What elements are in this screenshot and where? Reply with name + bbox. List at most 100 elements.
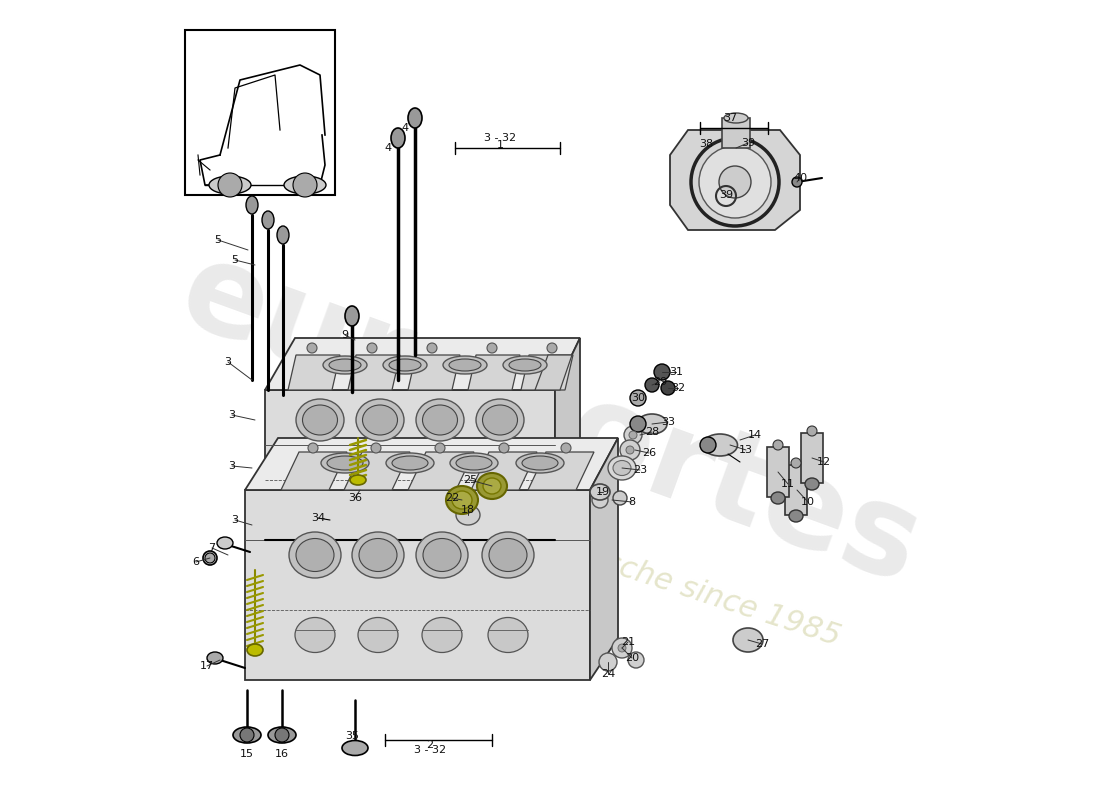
Text: 5: 5 <box>231 255 239 265</box>
Ellipse shape <box>352 532 404 578</box>
Ellipse shape <box>483 405 517 435</box>
Polygon shape <box>348 355 400 390</box>
Text: 35: 35 <box>345 731 359 741</box>
Ellipse shape <box>289 532 341 578</box>
Polygon shape <box>245 490 590 680</box>
Text: 12: 12 <box>817 457 832 467</box>
Ellipse shape <box>416 399 464 441</box>
Ellipse shape <box>233 727 261 743</box>
Circle shape <box>561 443 571 453</box>
Polygon shape <box>670 130 800 230</box>
Ellipse shape <box>296 399 344 441</box>
Ellipse shape <box>422 618 462 653</box>
Text: 14: 14 <box>748 430 762 440</box>
Ellipse shape <box>268 727 296 743</box>
Text: 3: 3 <box>229 410 235 420</box>
Ellipse shape <box>608 456 636 480</box>
Polygon shape <box>245 438 618 490</box>
Ellipse shape <box>246 196 258 214</box>
Ellipse shape <box>807 426 817 436</box>
Ellipse shape <box>773 440 783 450</box>
Ellipse shape <box>476 399 524 441</box>
Ellipse shape <box>302 405 338 435</box>
Text: 25: 25 <box>463 475 477 485</box>
Text: 3 - 32: 3 - 32 <box>414 745 447 755</box>
Polygon shape <box>521 355 573 390</box>
Text: 34: 34 <box>311 513 326 523</box>
Ellipse shape <box>321 453 368 473</box>
Text: 9: 9 <box>341 330 349 340</box>
Circle shape <box>792 177 802 187</box>
Text: 4: 4 <box>402 123 408 133</box>
Text: 15: 15 <box>240 749 254 759</box>
Ellipse shape <box>356 399 404 441</box>
Text: 17: 17 <box>200 661 214 671</box>
Polygon shape <box>556 338 580 530</box>
Polygon shape <box>344 452 410 490</box>
Ellipse shape <box>613 461 631 475</box>
Text: 37: 37 <box>723 113 737 123</box>
Ellipse shape <box>359 538 397 571</box>
Text: 19: 19 <box>596 487 611 497</box>
Ellipse shape <box>490 538 527 571</box>
Text: 40: 40 <box>793 173 807 183</box>
Ellipse shape <box>207 652 223 664</box>
Polygon shape <box>265 390 556 530</box>
Polygon shape <box>280 452 346 490</box>
Ellipse shape <box>733 628 763 652</box>
Text: 6: 6 <box>192 557 199 567</box>
Circle shape <box>600 653 617 671</box>
Ellipse shape <box>483 478 500 494</box>
Ellipse shape <box>805 478 820 490</box>
Circle shape <box>592 492 608 508</box>
Ellipse shape <box>383 356 427 374</box>
Circle shape <box>499 443 509 453</box>
Polygon shape <box>528 452 594 490</box>
Circle shape <box>620 440 640 460</box>
Ellipse shape <box>284 176 326 194</box>
Text: 5: 5 <box>214 235 221 245</box>
Circle shape <box>654 364 670 380</box>
Ellipse shape <box>516 453 564 473</box>
Circle shape <box>434 443 446 453</box>
Bar <box>185 30 336 195</box>
Bar <box>722 118 750 148</box>
Ellipse shape <box>209 176 251 194</box>
Text: 24: 24 <box>601 669 615 679</box>
Ellipse shape <box>390 128 405 148</box>
Text: 39: 39 <box>741 138 755 148</box>
Ellipse shape <box>358 618 398 653</box>
Text: 3: 3 <box>224 357 231 367</box>
Circle shape <box>205 553 214 563</box>
Text: 39: 39 <box>719 190 733 200</box>
Ellipse shape <box>248 644 263 656</box>
Ellipse shape <box>503 356 547 374</box>
Ellipse shape <box>350 475 366 485</box>
Ellipse shape <box>277 226 289 244</box>
Text: 20: 20 <box>625 653 639 663</box>
Ellipse shape <box>327 456 363 470</box>
Text: 8: 8 <box>628 497 636 507</box>
Bar <box>801 433 823 483</box>
Text: 18: 18 <box>461 505 475 515</box>
Ellipse shape <box>449 359 481 371</box>
Ellipse shape <box>446 486 478 514</box>
Circle shape <box>630 390 646 406</box>
Ellipse shape <box>329 359 361 371</box>
Polygon shape <box>468 355 520 390</box>
Circle shape <box>487 343 497 353</box>
Circle shape <box>367 343 377 353</box>
Ellipse shape <box>204 551 217 565</box>
Circle shape <box>719 166 751 198</box>
Text: 13: 13 <box>739 445 754 455</box>
Polygon shape <box>471 452 537 490</box>
Ellipse shape <box>450 453 498 473</box>
Text: 16: 16 <box>275 749 289 759</box>
Text: 10: 10 <box>801 497 815 507</box>
Polygon shape <box>288 355 340 390</box>
Circle shape <box>308 443 318 453</box>
Ellipse shape <box>509 359 541 371</box>
Ellipse shape <box>522 456 558 470</box>
Text: 33: 33 <box>661 417 675 427</box>
Circle shape <box>613 491 627 505</box>
